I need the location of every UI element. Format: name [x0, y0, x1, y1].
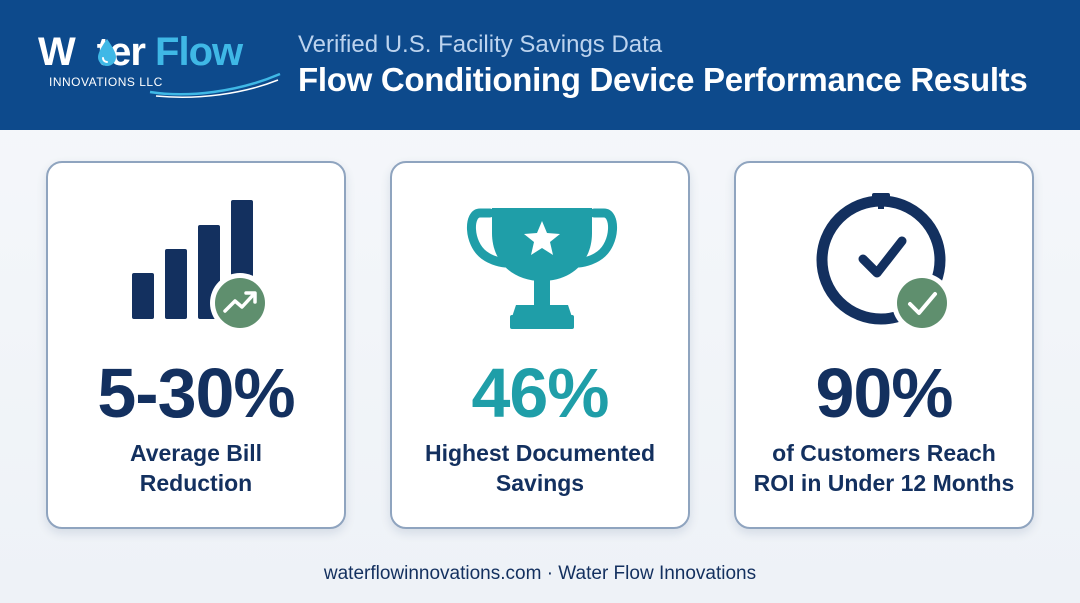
header-subtitle: Verified U.S. Facility Savings Data: [298, 31, 663, 58]
stat-value: 46%: [471, 354, 609, 432]
logo-word-flow: Flow: [155, 30, 243, 74]
stat-label-line-1: of Customers Reach: [772, 440, 996, 466]
stat-label-line-1: Average Bill: [129, 440, 263, 466]
stat-value: 90%: [815, 354, 953, 432]
stat-label-line-1: Highest Documented: [424, 440, 656, 466]
logo-letter-w: W: [38, 30, 76, 74]
logo-subtitle: INNOVATIONS LLC: [49, 75, 163, 89]
stat-label-line-2: ROI in Under 12 Months: [753, 470, 1015, 496]
page-title: Flow Conditioning Device Performance Res…: [298, 61, 1028, 98]
trophy-star-icon: [467, 208, 617, 329]
stat-label-line-2: Reduction: [139, 470, 253, 496]
wave-swoosh-icon: [149, 72, 281, 98]
bar-chart-trending-up-icon: [132, 200, 270, 333]
stat-card-highest-savings: 46% Highest Documented Savings: [390, 161, 690, 529]
stat-label: Average Bill Reduction: [48, 438, 344, 498]
stat-label: Highest Documented Savings: [392, 438, 688, 498]
footer-credit: waterflowinnovations.com · Water Flow In…: [323, 563, 757, 584]
water-drop-icon: [98, 39, 116, 66]
clock-check-icon: [816, 193, 952, 333]
stat-card-roi: 90% of Customers Reach ROI in Under 12 M…: [734, 161, 1034, 529]
stat-value: 5-30%: [97, 354, 295, 432]
stat-card-bill-reduction: 5-30% Average Bill Reduction: [46, 161, 346, 529]
stat-label-line-2: Savings: [495, 470, 585, 496]
stat-label: of Customers Reach ROI in Under 12 Month…: [736, 438, 1032, 498]
